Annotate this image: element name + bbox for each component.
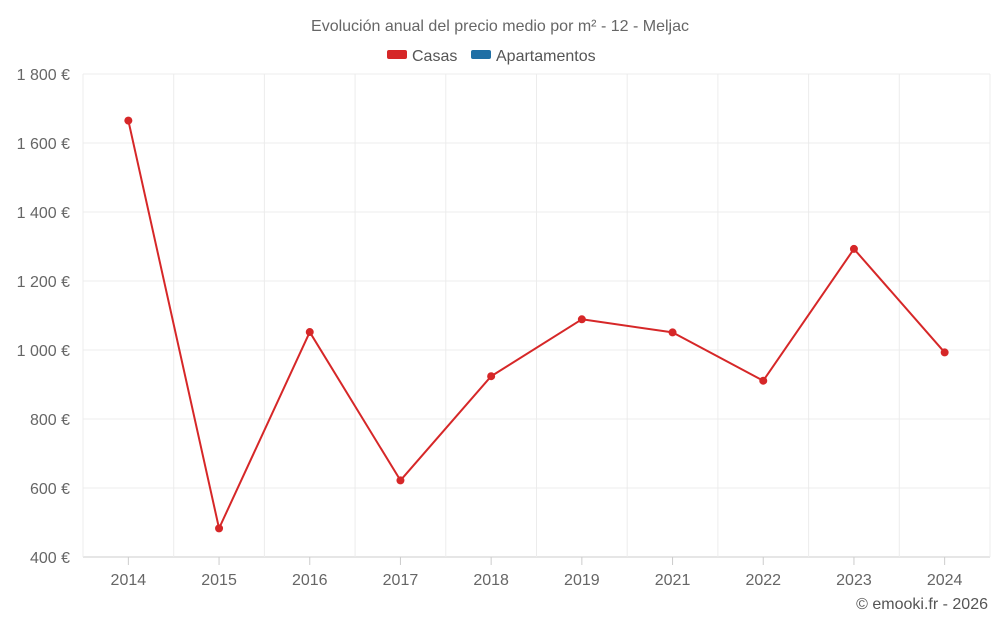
y-tick-label: 600 €: [30, 481, 70, 498]
data-point[interactable]: [578, 315, 586, 323]
x-tick-label: 2024: [927, 572, 963, 589]
y-axis: 400 € 600 € 800 € 1 000 € 1 200 € 1 400 € 1 60…: [17, 67, 70, 567]
x-tick-label: 2018: [473, 572, 509, 589]
x-tick-label: 2021: [655, 572, 691, 589]
legend-swatch-casas: [387, 50, 407, 59]
data-point[interactable]: [759, 377, 767, 385]
data-point[interactable]: [215, 524, 223, 532]
x-tick-label: 2015: [201, 572, 237, 589]
data-point[interactable]: [941, 348, 949, 356]
x-tick-label: 2014: [111, 572, 147, 589]
x-axis: 2014 2015 2016 2017 2018 2019 2021 2022 2023 2024: [111, 557, 963, 589]
x-tick-label: 2016: [292, 572, 328, 589]
y-tick-label: 1 200 €: [17, 274, 70, 291]
x-tick-label: 2019: [564, 572, 600, 589]
credit-text: © emooki.fr - 2026: [856, 596, 988, 613]
legend-label-apartamentos[interactable]: Apartamentos: [496, 48, 596, 65]
data-point[interactable]: [487, 372, 495, 380]
legend-label-casas[interactable]: Casas: [412, 48, 457, 65]
legend-swatch-apartamentos: [471, 50, 491, 59]
x-tick-label: 2023: [836, 572, 872, 589]
data-point[interactable]: [669, 328, 677, 336]
gridlines: [83, 74, 990, 557]
y-tick-label: 400 €: [30, 550, 70, 567]
y-tick-label: 1 400 €: [17, 205, 70, 222]
x-tick-label: 2022: [745, 572, 781, 589]
data-point[interactable]: [396, 476, 404, 484]
data-point[interactable]: [850, 245, 858, 253]
line-chart: Evolución anual del precio medio por m² …: [0, 0, 1000, 625]
y-tick-label: 800 €: [30, 412, 70, 429]
chart-container: Evolución anual del precio medio por m² …: [0, 0, 1000, 625]
chart-title: Evolución anual del precio medio por m² …: [311, 18, 689, 35]
y-tick-label: 1 000 €: [17, 343, 70, 360]
data-point[interactable]: [306, 328, 314, 336]
legend: Casas Apartamentos: [387, 48, 596, 65]
data-point[interactable]: [124, 117, 132, 125]
y-tick-label: 1 800 €: [17, 67, 70, 84]
x-tick-label: 2017: [383, 572, 419, 589]
y-tick-label: 1 600 €: [17, 136, 70, 153]
